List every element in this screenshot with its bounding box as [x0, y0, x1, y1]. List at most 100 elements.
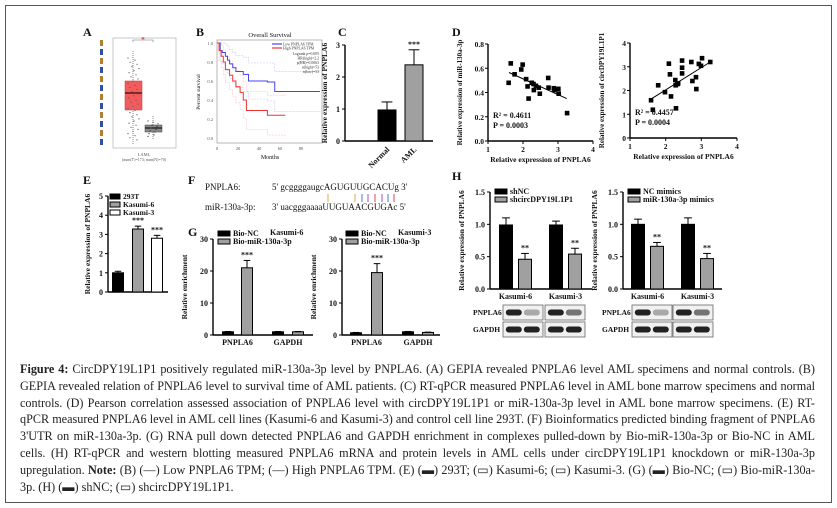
r-squared-label: R² = 0.4457	[635, 108, 674, 117]
normal-point	[157, 123, 159, 125]
figure-panels: A B C D E F G H * LAML(num(T)=173; num(N)=70) Over…	[83, 25, 739, 347]
panel-g1-y-tick-label: 0	[204, 331, 208, 340]
tumor-point	[138, 118, 140, 120]
tumor-point	[137, 78, 139, 80]
y-axis-label-glyph	[100, 40, 103, 46]
tumor-point	[132, 105, 134, 107]
bar-kasumi-6-significance: ***	[132, 216, 144, 225]
blot-box	[544, 321, 586, 338]
panel-h1-y-tick-label: 1.0	[475, 220, 485, 229]
tumor-point	[129, 61, 131, 63]
legend-label: Bio-NC	[233, 229, 259, 238]
legend-label: NC mimics	[643, 187, 681, 196]
data-point	[675, 81, 681, 86]
data-point	[655, 82, 661, 88]
protein-band	[523, 309, 540, 316]
normal-point	[147, 120, 149, 122]
y-tick-label: 0.8	[475, 40, 485, 49]
y-axis-label-glyph	[100, 121, 103, 127]
mirna-sequence: 3' uacgggaaaaUUGUAACGUGAc 5'	[272, 202, 406, 212]
panel-h1-bar	[499, 224, 513, 290]
blot-box	[672, 304, 714, 321]
panel-g1-bar	[292, 331, 304, 336]
normal-point	[153, 134, 155, 136]
blot-box	[544, 304, 586, 321]
blot-row-label: GAPDH	[602, 325, 629, 334]
panel-h1-bar	[549, 224, 563, 290]
y-axis-label-glyph	[100, 103, 103, 109]
normal-point	[150, 127, 152, 129]
legend-swatch	[109, 193, 121, 200]
y-axis-label-glyph	[100, 58, 103, 64]
tumor-point	[136, 63, 138, 65]
tumor-point	[127, 107, 129, 109]
protein-band	[523, 326, 540, 333]
data-point	[545, 75, 551, 81]
panel-g1-y-tick-label: 20	[200, 267, 208, 276]
normal-point	[147, 135, 149, 137]
target-label: PNPLA6:	[205, 182, 241, 192]
panel-h1-y-tick-label: 0.5	[475, 253, 485, 262]
bar-kasumi-3-significance: ***	[151, 225, 163, 234]
significance-bracket	[132, 39, 154, 42]
normal-point	[148, 133, 150, 135]
y-axis-label: Relative expression of PNPLA6	[83, 194, 92, 295]
protein-band	[652, 326, 669, 333]
y-axis-label-glyph	[100, 139, 103, 145]
stat-line: n(low)=53	[303, 70, 319, 74]
x-tick-label: 2	[664, 142, 668, 151]
legend-swatch	[627, 188, 641, 195]
tumor-point	[136, 139, 138, 141]
legend-swatch	[109, 201, 121, 208]
panel-label-H: H	[452, 169, 462, 183]
x-tick-label: Kasumi-6	[631, 292, 664, 301]
tumor-point	[131, 116, 133, 118]
panel-g2-bar-significance: ***	[371, 254, 383, 263]
panel-g2-bar	[350, 332, 362, 336]
data-point	[673, 106, 679, 111]
panel-e-y-tick-label: 2	[99, 250, 103, 259]
y-axis-label-glyph	[100, 130, 103, 136]
y-axis-label: Relative expression of circDPY19L1P1	[598, 32, 606, 148]
protein-band	[652, 309, 669, 316]
data-point	[650, 107, 656, 113]
boxplot-frame	[112, 37, 177, 149]
tumor-point	[134, 59, 136, 61]
legend-swatch	[109, 209, 121, 216]
y-tick-label: 1	[622, 110, 626, 119]
panel-h1-bar-significance: **	[521, 243, 529, 252]
x-tick-label: Kasumi-3	[549, 292, 582, 301]
panel-g1-y-tick-label: 30	[200, 235, 208, 244]
data-point	[525, 84, 530, 89]
data-point	[679, 71, 685, 76]
panel-g2-y-tick-label: 20	[329, 267, 337, 276]
legend-label: shNC	[510, 187, 529, 196]
data-point	[512, 72, 517, 77]
data-point	[672, 77, 678, 83]
y-axis-label: Relative expression of miR-130a-3p	[456, 39, 464, 145]
legend-swatch	[217, 238, 231, 245]
y-axis-label-glyph	[100, 94, 103, 100]
data-point	[518, 67, 524, 72]
protein-band	[634, 326, 651, 333]
normal-point	[149, 130, 151, 132]
tumor-point	[128, 122, 130, 124]
normal-point	[155, 128, 157, 130]
protein-band	[547, 309, 564, 316]
panel-e-y-tick-label: 0	[99, 288, 103, 297]
data-point	[526, 96, 531, 101]
bar-normal	[377, 109, 397, 142]
y-axis-label: Relative expression of PNPLA6	[320, 43, 329, 144]
y-tick-label: 0.6	[207, 79, 213, 84]
panel-c-y-tick-label: 1	[336, 105, 340, 114]
panel-c-y-tick-label: 2	[336, 73, 340, 82]
y-axis-label: Relative expression of PNPLA6	[457, 190, 466, 291]
protein-band	[547, 326, 564, 333]
x-axis-label: LAML	[138, 152, 151, 157]
panel-h2-bar	[650, 245, 664, 290]
panel-g1-bar	[241, 267, 253, 336]
blot-box	[502, 304, 544, 321]
data-point	[556, 91, 561, 97]
legend-swatch	[627, 196, 641, 203]
y-tick-label: 0.4	[475, 89, 485, 98]
